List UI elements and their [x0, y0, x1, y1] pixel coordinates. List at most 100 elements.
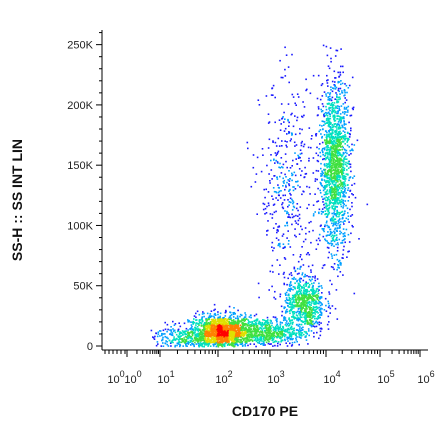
- event-dot: [209, 313, 212, 315]
- event-dot: [208, 329, 211, 332]
- event-dot: [280, 103, 283, 105]
- event-dot: [328, 124, 330, 127]
- event-dot: [342, 116, 345, 119]
- event-dot: [221, 341, 223, 343]
- event-dot: [303, 143, 306, 146]
- event-dot: [327, 133, 330, 136]
- event-dot: [316, 321, 319, 324]
- event-dot: [328, 67, 331, 70]
- event-dot: [290, 332, 292, 334]
- event-dot: [259, 326, 261, 329]
- event-dot: [255, 313, 258, 316]
- event-dot: [292, 278, 295, 280]
- event-dot: [344, 163, 347, 166]
- event-dot: [242, 325, 244, 327]
- event-dot: [335, 110, 337, 113]
- event-dot: [317, 285, 320, 288]
- event-dot: [345, 217, 348, 220]
- event-dot: [326, 117, 329, 119]
- event-dot: [290, 281, 292, 283]
- event-dot: [237, 338, 239, 341]
- event-dot: [265, 212, 268, 214]
- event-dot: [303, 292, 305, 295]
- event-dot: [264, 344, 266, 346]
- event-dot: [300, 144, 303, 147]
- event-dot: [287, 216, 289, 218]
- event-dot: [231, 319, 233, 322]
- event-dot: [336, 215, 338, 218]
- event-dot: [220, 323, 223, 325]
- event-dot: [208, 315, 211, 317]
- event-dot: [270, 332, 272, 335]
- event-dot: [248, 316, 251, 318]
- event-dot: [321, 292, 323, 294]
- event-dot: [324, 139, 326, 142]
- event-dot: [257, 339, 259, 341]
- event-dot: [308, 230, 311, 233]
- event-dot: [296, 279, 298, 282]
- event-dot: [310, 241, 312, 244]
- event-dot: [347, 160, 350, 163]
- event-dot: [336, 135, 339, 137]
- event-dot: [341, 148, 343, 151]
- event-dot: [280, 166, 283, 168]
- event-dot: [338, 81, 341, 83]
- event-dot: [325, 93, 327, 95]
- event-dot: [335, 162, 338, 165]
- event-dot: [308, 323, 310, 325]
- event-dot: [289, 290, 291, 292]
- event-dot: [295, 295, 297, 297]
- event-dot: [351, 184, 353, 186]
- event-dot: [212, 337, 215, 340]
- event-dot: [305, 295, 308, 298]
- event-dot: [193, 318, 195, 320]
- event-dot: [276, 231, 278, 234]
- event-dot: [328, 118, 330, 121]
- event-dot: [281, 336, 283, 339]
- event-dot: [257, 282, 260, 285]
- event-dot: [205, 317, 207, 320]
- event-dot: [286, 212, 288, 215]
- event-dot: [254, 321, 257, 324]
- event-dot: [262, 335, 264, 338]
- event-dot: [280, 339, 283, 342]
- event-dot: [346, 114, 348, 116]
- event-dot: [311, 314, 313, 317]
- event-dot: [314, 313, 317, 315]
- event-dot: [277, 199, 279, 201]
- event-dot: [272, 204, 275, 206]
- event-dot: [347, 87, 350, 89]
- event-dot: [304, 290, 307, 293]
- event-dot: [291, 165, 293, 167]
- event-dot: [332, 147, 335, 149]
- event-dot: [333, 70, 336, 73]
- event-dot: [342, 126, 344, 129]
- event-dot: [274, 298, 277, 300]
- event-dot: [292, 328, 294, 330]
- event-dot: [262, 342, 265, 344]
- event-dot: [331, 143, 333, 145]
- event-dot: [328, 103, 330, 105]
- event-dot: [332, 215, 335, 218]
- event-dot: [308, 334, 310, 337]
- event-dot: [282, 207, 285, 210]
- event-dot: [265, 329, 268, 331]
- event-dot: [324, 141, 327, 144]
- event-dot: [259, 339, 262, 342]
- event-dot: [328, 321, 330, 323]
- event-dot: [187, 335, 189, 337]
- event-dot: [328, 117, 330, 120]
- event-dot: [326, 102, 329, 105]
- event-dot: [299, 132, 301, 135]
- event-dot: [333, 235, 335, 237]
- event-dot: [332, 176, 335, 179]
- event-dot: [188, 319, 190, 322]
- event-dot: [331, 199, 334, 201]
- event-dot: [298, 297, 301, 299]
- event-dot: [238, 328, 241, 330]
- event-dot: [319, 189, 321, 192]
- event-dot: [321, 135, 323, 138]
- event-dot: [336, 175, 338, 177]
- event-dot: [311, 290, 314, 292]
- event-dot: [234, 343, 237, 345]
